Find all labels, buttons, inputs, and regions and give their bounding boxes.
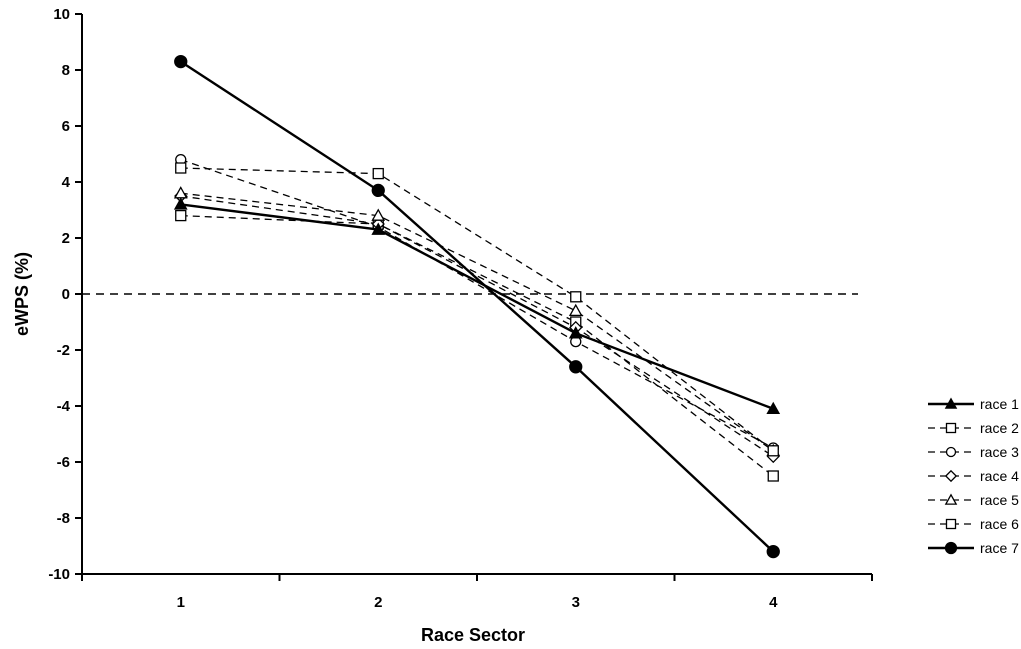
data-point bbox=[766, 401, 781, 415]
legend-label: race 5 bbox=[980, 492, 1019, 508]
y-tick-label: 6 bbox=[62, 118, 70, 135]
series-race-1 bbox=[173, 197, 781, 415]
x-tick-label: 4 bbox=[769, 594, 778, 611]
data-point bbox=[173, 186, 188, 199]
series-line bbox=[180, 60, 775, 553]
x-axis-title: Race Sector bbox=[421, 625, 525, 645]
y-tick-label: -2 bbox=[57, 342, 70, 359]
y-tick-label: -10 bbox=[48, 566, 70, 583]
legend-marker bbox=[945, 446, 957, 458]
legend-item-race-5: race 5 bbox=[928, 492, 1019, 508]
legend-label: race 7 bbox=[980, 540, 1019, 556]
legend-marker bbox=[944, 493, 958, 505]
y-tick-label: 4 bbox=[62, 174, 71, 191]
data-point bbox=[371, 183, 385, 198]
data-point bbox=[371, 208, 386, 221]
data-point bbox=[569, 360, 583, 374]
y-tick-label: 8 bbox=[62, 62, 70, 79]
data-point bbox=[173, 197, 188, 210]
legend-label: race 6 bbox=[980, 516, 1019, 532]
data-point bbox=[766, 544, 780, 559]
series-line bbox=[180, 214, 774, 477]
legend-label: race 2 bbox=[980, 420, 1019, 436]
legend-item-race-6: race 6 bbox=[928, 516, 1019, 532]
data-point bbox=[568, 303, 583, 317]
series-line bbox=[180, 203, 774, 410]
series-line bbox=[180, 192, 774, 452]
legend: race 1 race 2 race 3 race 4 race 5 race 6 race… bbox=[928, 396, 1019, 556]
data-point bbox=[175, 162, 187, 174]
y-tick-label: -8 bbox=[57, 510, 70, 527]
legend-item-race-4: race 4 bbox=[928, 468, 1019, 484]
data-point bbox=[570, 291, 582, 303]
data-point bbox=[372, 167, 384, 180]
y-tick-label: 10 bbox=[53, 6, 70, 23]
series-race-2 bbox=[175, 209, 779, 482]
x-tick-label: 1 bbox=[177, 594, 185, 611]
x-tick-label: 2 bbox=[374, 594, 382, 611]
data-point bbox=[175, 209, 187, 222]
legend-marker bbox=[944, 541, 958, 555]
legend-item-race-3: race 3 bbox=[928, 444, 1019, 460]
data-point bbox=[568, 326, 583, 339]
x-tick-label: 3 bbox=[572, 594, 580, 611]
data-point bbox=[767, 445, 779, 457]
legend-item-race-7: race 7 bbox=[928, 540, 1019, 556]
series-line bbox=[180, 167, 774, 452]
legend-label: race 3 bbox=[980, 444, 1019, 460]
legend-marker bbox=[945, 422, 957, 434]
legend-marker bbox=[944, 397, 958, 409]
legend-item-race-2: race 2 bbox=[928, 420, 1019, 436]
legend-label: race 4 bbox=[980, 468, 1019, 484]
data-point bbox=[174, 54, 188, 69]
y-tick-label: 2 bbox=[62, 230, 70, 247]
legend-label: race 1 bbox=[980, 396, 1019, 412]
series-line bbox=[180, 195, 774, 457]
y-tick-label: -4 bbox=[57, 398, 71, 415]
series-race-7 bbox=[174, 54, 780, 559]
legend-marker bbox=[945, 518, 957, 530]
data-point bbox=[767, 470, 779, 482]
legend-item-race-1: race 1 bbox=[928, 396, 1019, 412]
y-tick-label: -6 bbox=[57, 454, 70, 471]
legend-marker bbox=[944, 469, 958, 483]
series-race-6 bbox=[175, 162, 779, 457]
series-race-5 bbox=[173, 186, 781, 457]
data-point bbox=[371, 222, 386, 235]
series-race-3 bbox=[175, 153, 779, 454]
y-axis-title: eWPS (%) bbox=[12, 252, 32, 336]
series-race-4 bbox=[174, 189, 780, 464]
y-tick-label: 0 bbox=[62, 286, 70, 303]
